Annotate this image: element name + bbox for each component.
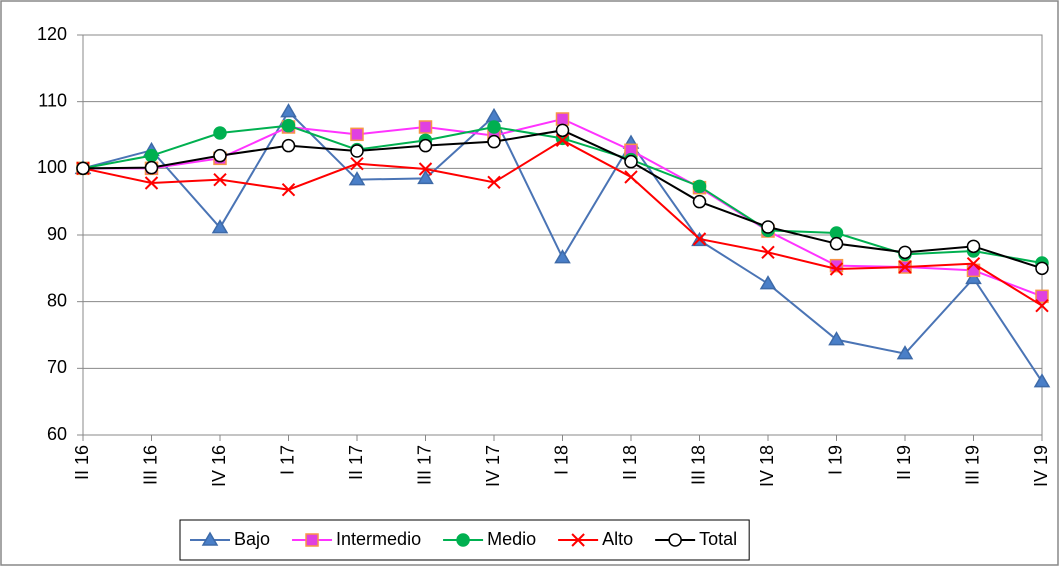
marker bbox=[829, 262, 844, 276]
x-tick-label: I 17 bbox=[277, 445, 297, 475]
marker bbox=[213, 148, 227, 163]
marker bbox=[668, 533, 682, 547]
marker bbox=[213, 172, 227, 187]
marker bbox=[487, 175, 501, 190]
y-tick-label: 60 bbox=[47, 424, 67, 444]
marker bbox=[555, 123, 570, 138]
x-tick-label: I 18 bbox=[551, 445, 571, 475]
marker bbox=[896, 345, 914, 360]
x-tick-label: III 19 bbox=[962, 445, 982, 485]
y-tick-label: 70 bbox=[47, 357, 67, 377]
x-tick-label: IV 16 bbox=[209, 445, 229, 487]
x-tick-label: III 17 bbox=[414, 445, 434, 485]
marker bbox=[456, 533, 470, 547]
marker bbox=[1033, 373, 1051, 388]
marker bbox=[898, 245, 912, 260]
legend-label: Intermedio bbox=[336, 529, 421, 549]
y-tick-label: 100 bbox=[37, 157, 67, 177]
x-tick-label: III 16 bbox=[140, 445, 160, 485]
x-tick-label: I 19 bbox=[825, 445, 845, 475]
marker bbox=[305, 533, 319, 547]
marker bbox=[281, 118, 296, 133]
marker bbox=[692, 194, 707, 209]
marker bbox=[898, 260, 912, 274]
marker bbox=[144, 176, 159, 190]
marker bbox=[966, 256, 981, 271]
marker bbox=[965, 269, 982, 285]
marker bbox=[571, 533, 585, 547]
marker bbox=[829, 236, 844, 251]
marker bbox=[692, 179, 707, 194]
marker bbox=[761, 220, 775, 234]
legend-label: Bajo bbox=[234, 529, 270, 549]
legend-label: Total bbox=[699, 529, 737, 549]
marker bbox=[350, 127, 364, 142]
y-tick-label: 80 bbox=[47, 290, 67, 310]
marker bbox=[828, 331, 845, 346]
legend: Bajo Intermedio Medio Alto Total bbox=[179, 519, 750, 561]
marker bbox=[280, 103, 297, 118]
marker bbox=[417, 169, 434, 185]
x-tick-label: IV 19 bbox=[1031, 445, 1051, 487]
x-tick-label: IV 18 bbox=[757, 445, 777, 487]
marker bbox=[1035, 289, 1049, 304]
x-tick-label: II 16 bbox=[72, 445, 92, 480]
marker bbox=[759, 275, 777, 290]
marker bbox=[624, 154, 638, 169]
x-tick-label: II 18 bbox=[620, 445, 640, 480]
marker bbox=[350, 156, 364, 171]
marker bbox=[350, 144, 364, 158]
marker bbox=[201, 531, 219, 546]
x-tick-label: IV 17 bbox=[483, 445, 503, 487]
marker bbox=[1035, 298, 1049, 313]
marker bbox=[281, 138, 296, 153]
marker bbox=[418, 120, 433, 134]
marker bbox=[554, 249, 571, 264]
marker bbox=[281, 182, 296, 197]
marker bbox=[418, 162, 433, 176]
marker bbox=[487, 120, 501, 134]
marker bbox=[144, 160, 159, 175]
x-tick-label: II 17 bbox=[346, 445, 366, 480]
marker bbox=[966, 239, 981, 254]
marker bbox=[144, 148, 159, 163]
legend-label: Medio bbox=[487, 529, 536, 549]
marker bbox=[418, 138, 433, 153]
x-tick-label: III 18 bbox=[688, 445, 708, 485]
marker bbox=[213, 126, 227, 140]
marker bbox=[76, 161, 90, 176]
x-tick-label: II 19 bbox=[894, 445, 914, 480]
marker bbox=[211, 219, 229, 234]
marker bbox=[487, 134, 501, 149]
marker bbox=[348, 171, 366, 186]
marker bbox=[555, 112, 570, 126]
y-tick-label: 90 bbox=[47, 224, 67, 244]
marker bbox=[1035, 261, 1049, 276]
y-tick-label: 120 bbox=[37, 24, 67, 44]
marker bbox=[555, 133, 570, 148]
y-tick-label: 110 bbox=[38, 90, 67, 110]
marker bbox=[761, 245, 775, 260]
legend-label: Alto bbox=[602, 529, 633, 549]
marker bbox=[692, 232, 707, 246]
marker bbox=[624, 170, 638, 184]
